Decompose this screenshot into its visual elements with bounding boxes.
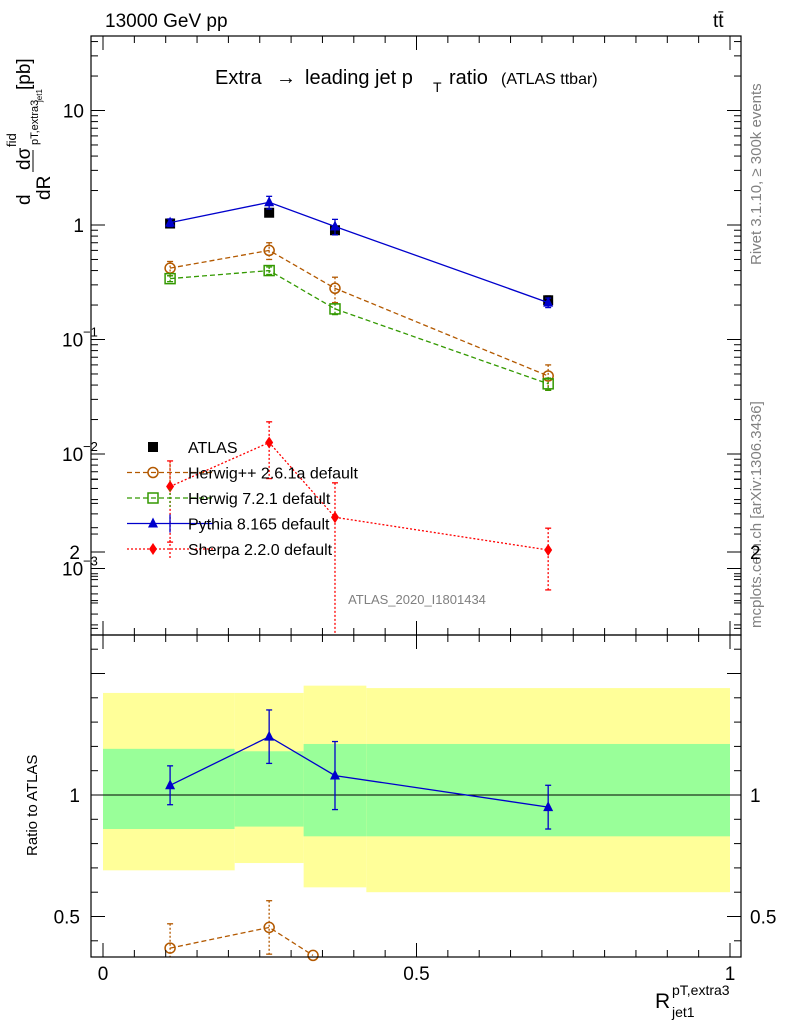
legend-marker bbox=[148, 442, 158, 452]
main-series-1-point bbox=[164, 262, 176, 274]
svg-text:[pb]: [pb] bbox=[14, 58, 35, 90]
legend-entry: Pythia 8.165 default bbox=[127, 514, 330, 534]
legend-label: Herwig++ 2.6.1a default bbox=[188, 466, 358, 483]
xlabel-sub: jet1 bbox=[671, 1004, 695, 1020]
ratio-series-0-point bbox=[263, 921, 275, 934]
y-tick-label: 10 bbox=[62, 331, 83, 352]
legend-label: ATLAS bbox=[188, 440, 238, 457]
ratio-series-0-point bbox=[307, 949, 319, 962]
legend: ATLAS Herwig++ 2.6.1a default Herwig 7.2.1… bbox=[127, 440, 358, 559]
ratio-series-1-point bbox=[264, 730, 275, 741]
main-series-3-point bbox=[329, 220, 340, 231]
ratio-series-1-point bbox=[329, 769, 340, 780]
svg-text:jet1: jet1 bbox=[35, 89, 44, 103]
main-series-1-line bbox=[169, 249, 549, 377]
ratio-series-1-point bbox=[543, 801, 554, 812]
main-series-2-line bbox=[170, 269, 549, 385]
y-tick-exp: −3 bbox=[83, 554, 98, 569]
y-tick-label-right: 1 bbox=[750, 786, 761, 807]
main-series-0-point bbox=[264, 207, 275, 218]
rivet-label: Rivet 3.1.10, ≥ 300k events bbox=[748, 83, 765, 265]
ratio-xlabel: R pT,extra3 jet1 bbox=[655, 982, 730, 1020]
ratio-ylabel: Ratio to ATLAS bbox=[24, 755, 41, 856]
main-series-4-point bbox=[544, 544, 553, 557]
xlabel-sup: pT,extra3 bbox=[672, 982, 730, 998]
y-tick-label: 10 bbox=[62, 445, 83, 466]
legend-label: Sherpa 2.2.0 default bbox=[188, 542, 333, 559]
legend-entry: ATLAS bbox=[148, 440, 238, 457]
title-arrow: → bbox=[276, 67, 296, 89]
ratio-panel: 0 0.5 1 0.5 0.5 1 1 2 2 bbox=[54, 478, 776, 985]
main-series-3-point bbox=[264, 196, 275, 207]
legend-marker bbox=[147, 466, 159, 479]
energy-label: 13000 GeV pp bbox=[105, 11, 228, 32]
ratio-series-0-line bbox=[169, 926, 314, 956]
svg-text:pT,extra3: pT,extra3 bbox=[29, 100, 41, 145]
main-series-1-point bbox=[263, 244, 275, 257]
process-label: tt̄ bbox=[713, 11, 724, 32]
y-tick-label-right: 2 bbox=[750, 543, 761, 564]
main-series-1-point bbox=[329, 282, 341, 295]
main-series-3-point bbox=[165, 216, 176, 227]
analysis-id: ATLAS_2020_I1801434 bbox=[348, 592, 486, 607]
ratio-series-0-point bbox=[164, 942, 176, 954]
x-tick-label: 0 bbox=[98, 964, 109, 985]
title-main: Extra bbox=[215, 67, 263, 89]
ratio-series-1-line bbox=[169, 735, 549, 808]
y-tick-label: 10 bbox=[62, 560, 83, 581]
svg-text:fid: fid bbox=[4, 133, 19, 147]
main-ylabel: d dR dσ fid pT,extra3 jet1 [pb] bbox=[4, 58, 55, 205]
ratio-series-1-point bbox=[165, 779, 176, 790]
y-tick-label: 10 bbox=[63, 102, 84, 123]
title-ratio: ratio bbox=[449, 67, 488, 89]
legend-marker bbox=[149, 543, 157, 555]
main-series-1-point bbox=[542, 370, 554, 382]
main-series-2-point bbox=[329, 303, 341, 315]
main-series-4-point bbox=[166, 480, 175, 493]
y-tick-exp: −2 bbox=[83, 439, 98, 454]
title-sub: T bbox=[433, 79, 442, 95]
legend-marker bbox=[148, 517, 158, 528]
svg-text:d: d bbox=[14, 194, 35, 205]
svg-text:dR: dR bbox=[34, 176, 55, 200]
main-series-4-point bbox=[265, 436, 274, 449]
chart-title: Extra → leading jet p T ratio (ATLAS ttb… bbox=[215, 67, 598, 95]
main-series-2-point bbox=[164, 272, 176, 285]
y-tick-label: 2 bbox=[69, 543, 80, 564]
main-series-4-point bbox=[330, 511, 339, 524]
legend-marker bbox=[147, 492, 159, 504]
main-series-2-point bbox=[542, 378, 554, 390]
y-tick-label: 1 bbox=[73, 216, 84, 237]
svg-text:dσ: dσ bbox=[14, 147, 35, 170]
legend-entry: Herwig++ 2.6.1a default bbox=[127, 463, 358, 483]
y-tick-label: 1 bbox=[69, 786, 80, 807]
mcplots-label: mcplots.cern.ch [arXiv:1306.3436] bbox=[748, 401, 765, 628]
title-rest: leading jet p bbox=[305, 67, 413, 89]
x-tick-label: 0.5 bbox=[403, 964, 429, 985]
y-tick-label: 0.5 bbox=[54, 908, 80, 929]
xlabel-main: R bbox=[655, 990, 670, 1013]
main-series-2-point bbox=[263, 264, 275, 277]
legend-entry: Sherpa 2.2.0 default bbox=[127, 540, 333, 559]
y-tick-exp: −1 bbox=[83, 325, 98, 340]
title-tag: (ATLAS ttbar) bbox=[501, 71, 598, 88]
main-series-3-line bbox=[169, 201, 549, 304]
legend-label: Herwig 7.2.1 default bbox=[188, 491, 331, 508]
legend-entry: Herwig 7.2.1 default bbox=[127, 489, 331, 508]
x-tick-label: 1 bbox=[725, 964, 736, 985]
y-tick-label-right: 0.5 bbox=[750, 908, 776, 929]
main-series-3-point bbox=[543, 296, 554, 307]
legend-label: Pythia 8.165 default bbox=[188, 517, 330, 534]
